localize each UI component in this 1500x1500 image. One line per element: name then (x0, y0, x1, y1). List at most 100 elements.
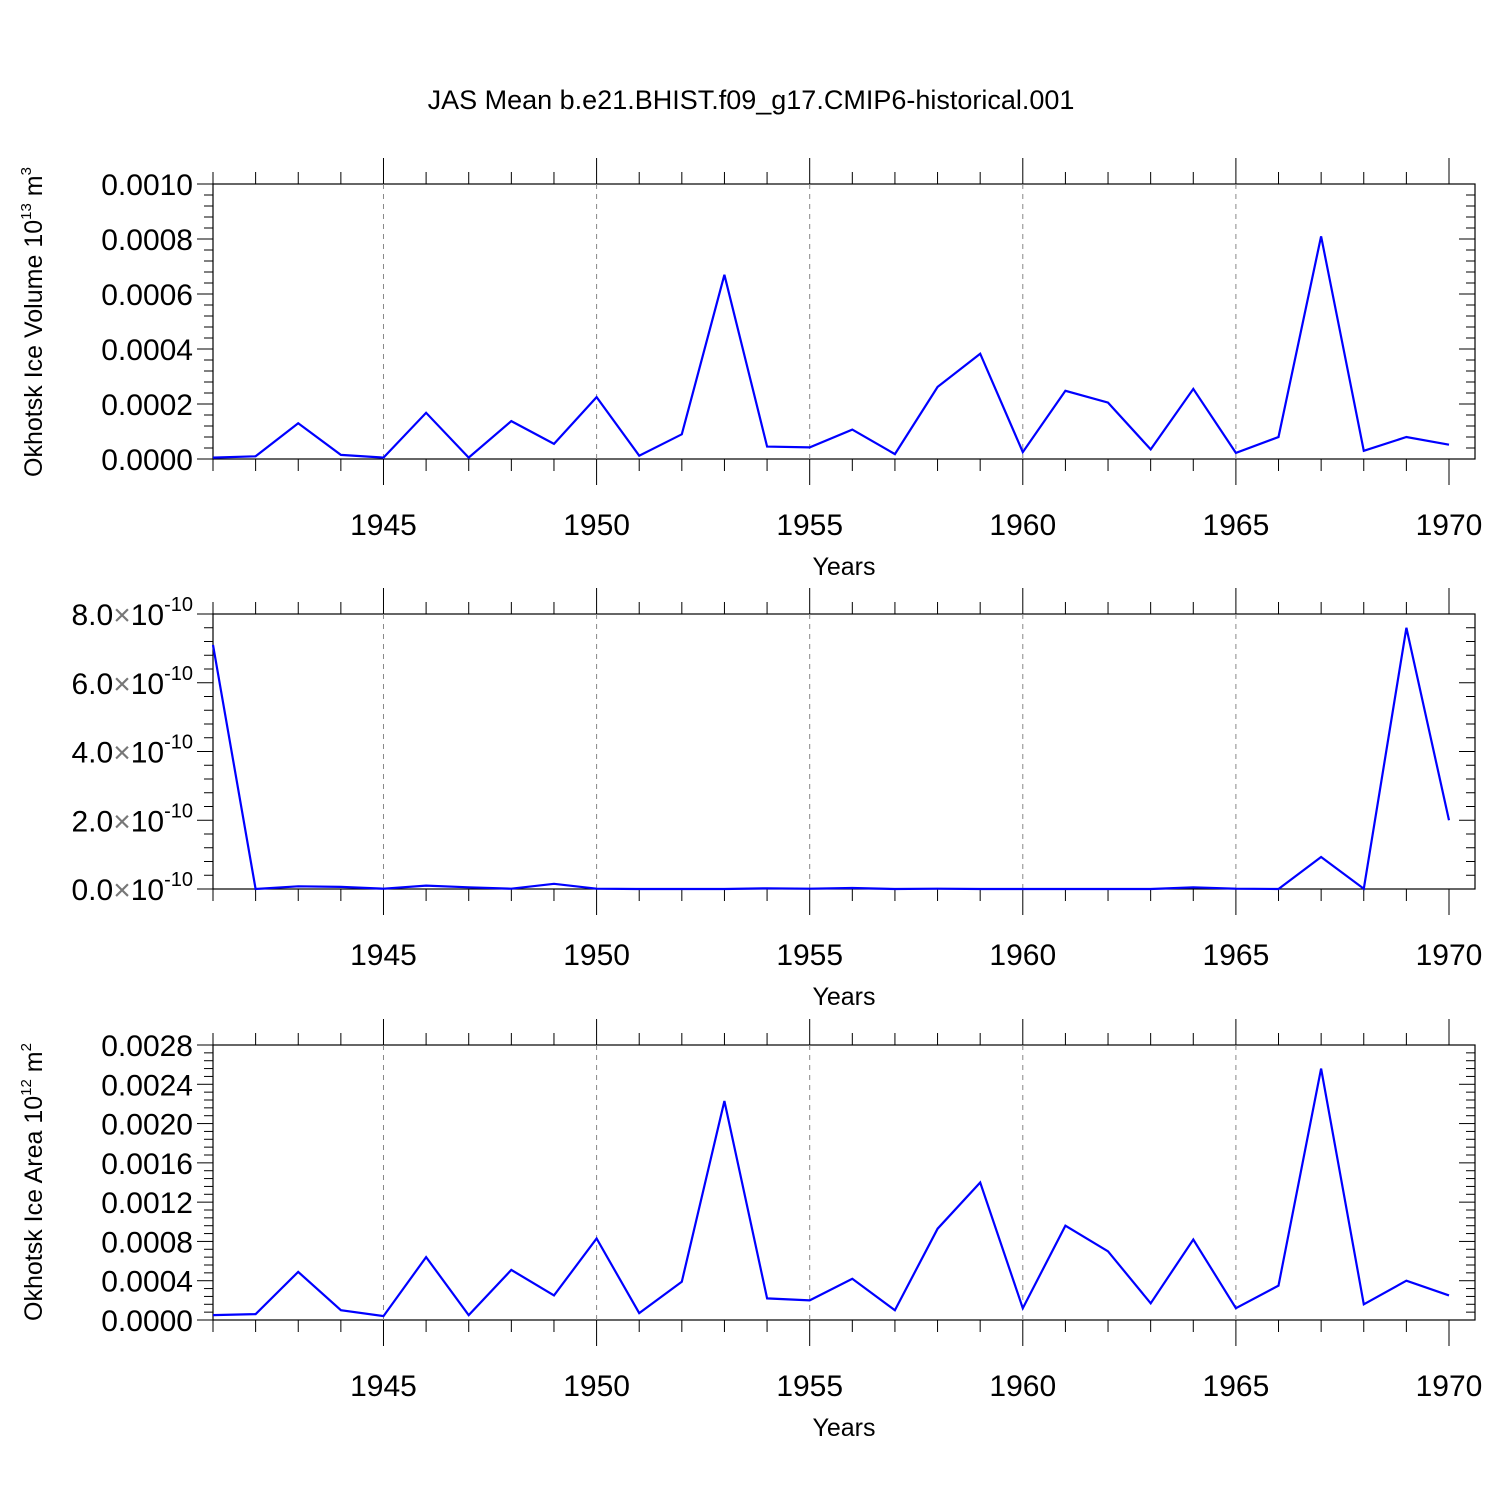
data-point (1448, 444, 1450, 446)
data-point (1235, 888, 1237, 890)
data-point (1405, 436, 1407, 438)
x-tick-label: 1960 (989, 509, 1056, 542)
data-point (1192, 886, 1194, 888)
y-tick-label: 2.0×10-10 (71, 800, 193, 838)
data-point (255, 888, 257, 890)
data-point (1150, 1302, 1152, 1304)
y-tick-times: × (113, 805, 131, 838)
data-point (468, 886, 470, 888)
x-tick-label: 1960 (989, 939, 1056, 972)
data-point (340, 886, 342, 888)
y-axis-label-unit: m (0, 591, 6, 619)
x-tick-label: 1950 (563, 939, 630, 972)
data-point (766, 446, 768, 448)
y-axis-label-text: Okhotsk Ice Volume 10 (20, 220, 48, 477)
data-point (510, 888, 512, 890)
data-point (766, 887, 768, 889)
data-point (723, 1100, 725, 1102)
data-point (1278, 888, 1280, 890)
data-point (1278, 1285, 1280, 1287)
data-point (851, 429, 853, 431)
series-line (212, 236, 1450, 460)
data-point (723, 888, 725, 890)
data-point (1107, 888, 1109, 890)
x-axis-label: Years (812, 983, 875, 1011)
data-point (553, 883, 555, 885)
plot-frame (212, 613, 1476, 890)
y-tick-times: × (113, 737, 131, 770)
y-axis-label-unit: m (20, 1051, 48, 1079)
x-tick-label: 1950 (563, 509, 630, 542)
data-point (1192, 1238, 1194, 1240)
y-axis-label: Okhotsk Ice Volume 1013 m3 (18, 167, 48, 477)
y-tick-label: 0.0020 (101, 1109, 193, 1142)
data-point (1320, 856, 1322, 858)
series-line (212, 1068, 1450, 1318)
x-tick-label: 1955 (776, 939, 843, 972)
data-point (553, 443, 555, 445)
series-line (211, 627, 1451, 891)
x-axis-label: Years (812, 1414, 875, 1442)
y-tick-label: 0.0016 (101, 1148, 193, 1181)
data-point (937, 888, 939, 890)
data-point (809, 888, 811, 890)
x-tick-label: 1945 (350, 939, 417, 972)
panels: 0.0000 0.0002 0.0004 0.0006 0.0008 0.0010 1945… (0, 158, 1482, 1442)
data-point (1363, 450, 1365, 452)
data-point (851, 887, 853, 889)
data-point (468, 1314, 470, 1316)
y-axis-label-unit-exponent: 2 (18, 1043, 35, 1051)
y-axis-label-unit-exponent: 3 (18, 167, 35, 175)
data-point (255, 1313, 257, 1315)
y-axis-label: Okhotsk Snow Volume 1013 m3 (0, 582, 6, 921)
y-tick-times: × (113, 874, 131, 907)
y-tick-mantissa: 8.0 (71, 599, 113, 632)
y-tick-label: 0.0002 (101, 389, 193, 422)
x-tick-label: 1960 (989, 1370, 1056, 1403)
data-point (937, 386, 939, 388)
data-point (1150, 448, 1152, 450)
x-tick-label: 1965 (1203, 1370, 1270, 1403)
y-tick-label: 0.0×10-10 (71, 869, 193, 907)
data-point (1022, 1307, 1024, 1309)
x-tick-label: 1965 (1203, 509, 1270, 542)
y-tick-exponent: -10 (164, 869, 193, 891)
data-point (894, 888, 896, 890)
data-point (425, 885, 427, 887)
y-tick-label: 6.0×10-10 (71, 663, 193, 701)
x-tick-label: 1970 (1416, 939, 1483, 972)
data-point (340, 1309, 342, 1311)
y-tick-label: 0.0008 (101, 224, 193, 257)
x-tick-label: 1955 (776, 509, 843, 542)
panel-ice-area: 0.0000 0.0004 0.0008 0.0012 0.0016 0.0020 0.00… (18, 1019, 1482, 1442)
data-point (297, 1271, 299, 1273)
data-point (212, 457, 214, 459)
y-tick-exponent: -10 (164, 800, 193, 822)
data-point (340, 454, 342, 456)
data-point (1448, 819, 1450, 821)
data-point (1022, 888, 1024, 890)
panel-snow-volume: 0.0×10-102.0×10-104.0×10-106.0×10-108.0×… (0, 582, 1483, 1011)
data-point (1064, 390, 1066, 392)
y-tick-label: 0.0028 (101, 1030, 193, 1063)
data-point (638, 455, 640, 457)
y-tick-base: 10 (131, 599, 164, 632)
data-point (425, 1256, 427, 1258)
y-tick-label: 0.0000 (101, 444, 193, 477)
data-point (1107, 1250, 1109, 1252)
data-point (809, 1299, 811, 1301)
y-tick-label: 0.0004 (101, 334, 193, 367)
y-tick-label: 0.0000 (101, 1305, 193, 1338)
data-point (638, 1312, 640, 1314)
data-point (1022, 451, 1024, 453)
data-point (382, 1315, 384, 1317)
data-point (255, 455, 257, 457)
data-point (1405, 627, 1407, 629)
y-axis-label-exponent: 12 (18, 1079, 35, 1096)
data-point (297, 422, 299, 424)
y-tick-label: 0.0008 (101, 1226, 193, 1259)
data-point (1278, 436, 1280, 438)
y-tick-label: 0.0004 (101, 1266, 193, 1299)
data-point (212, 1314, 214, 1316)
